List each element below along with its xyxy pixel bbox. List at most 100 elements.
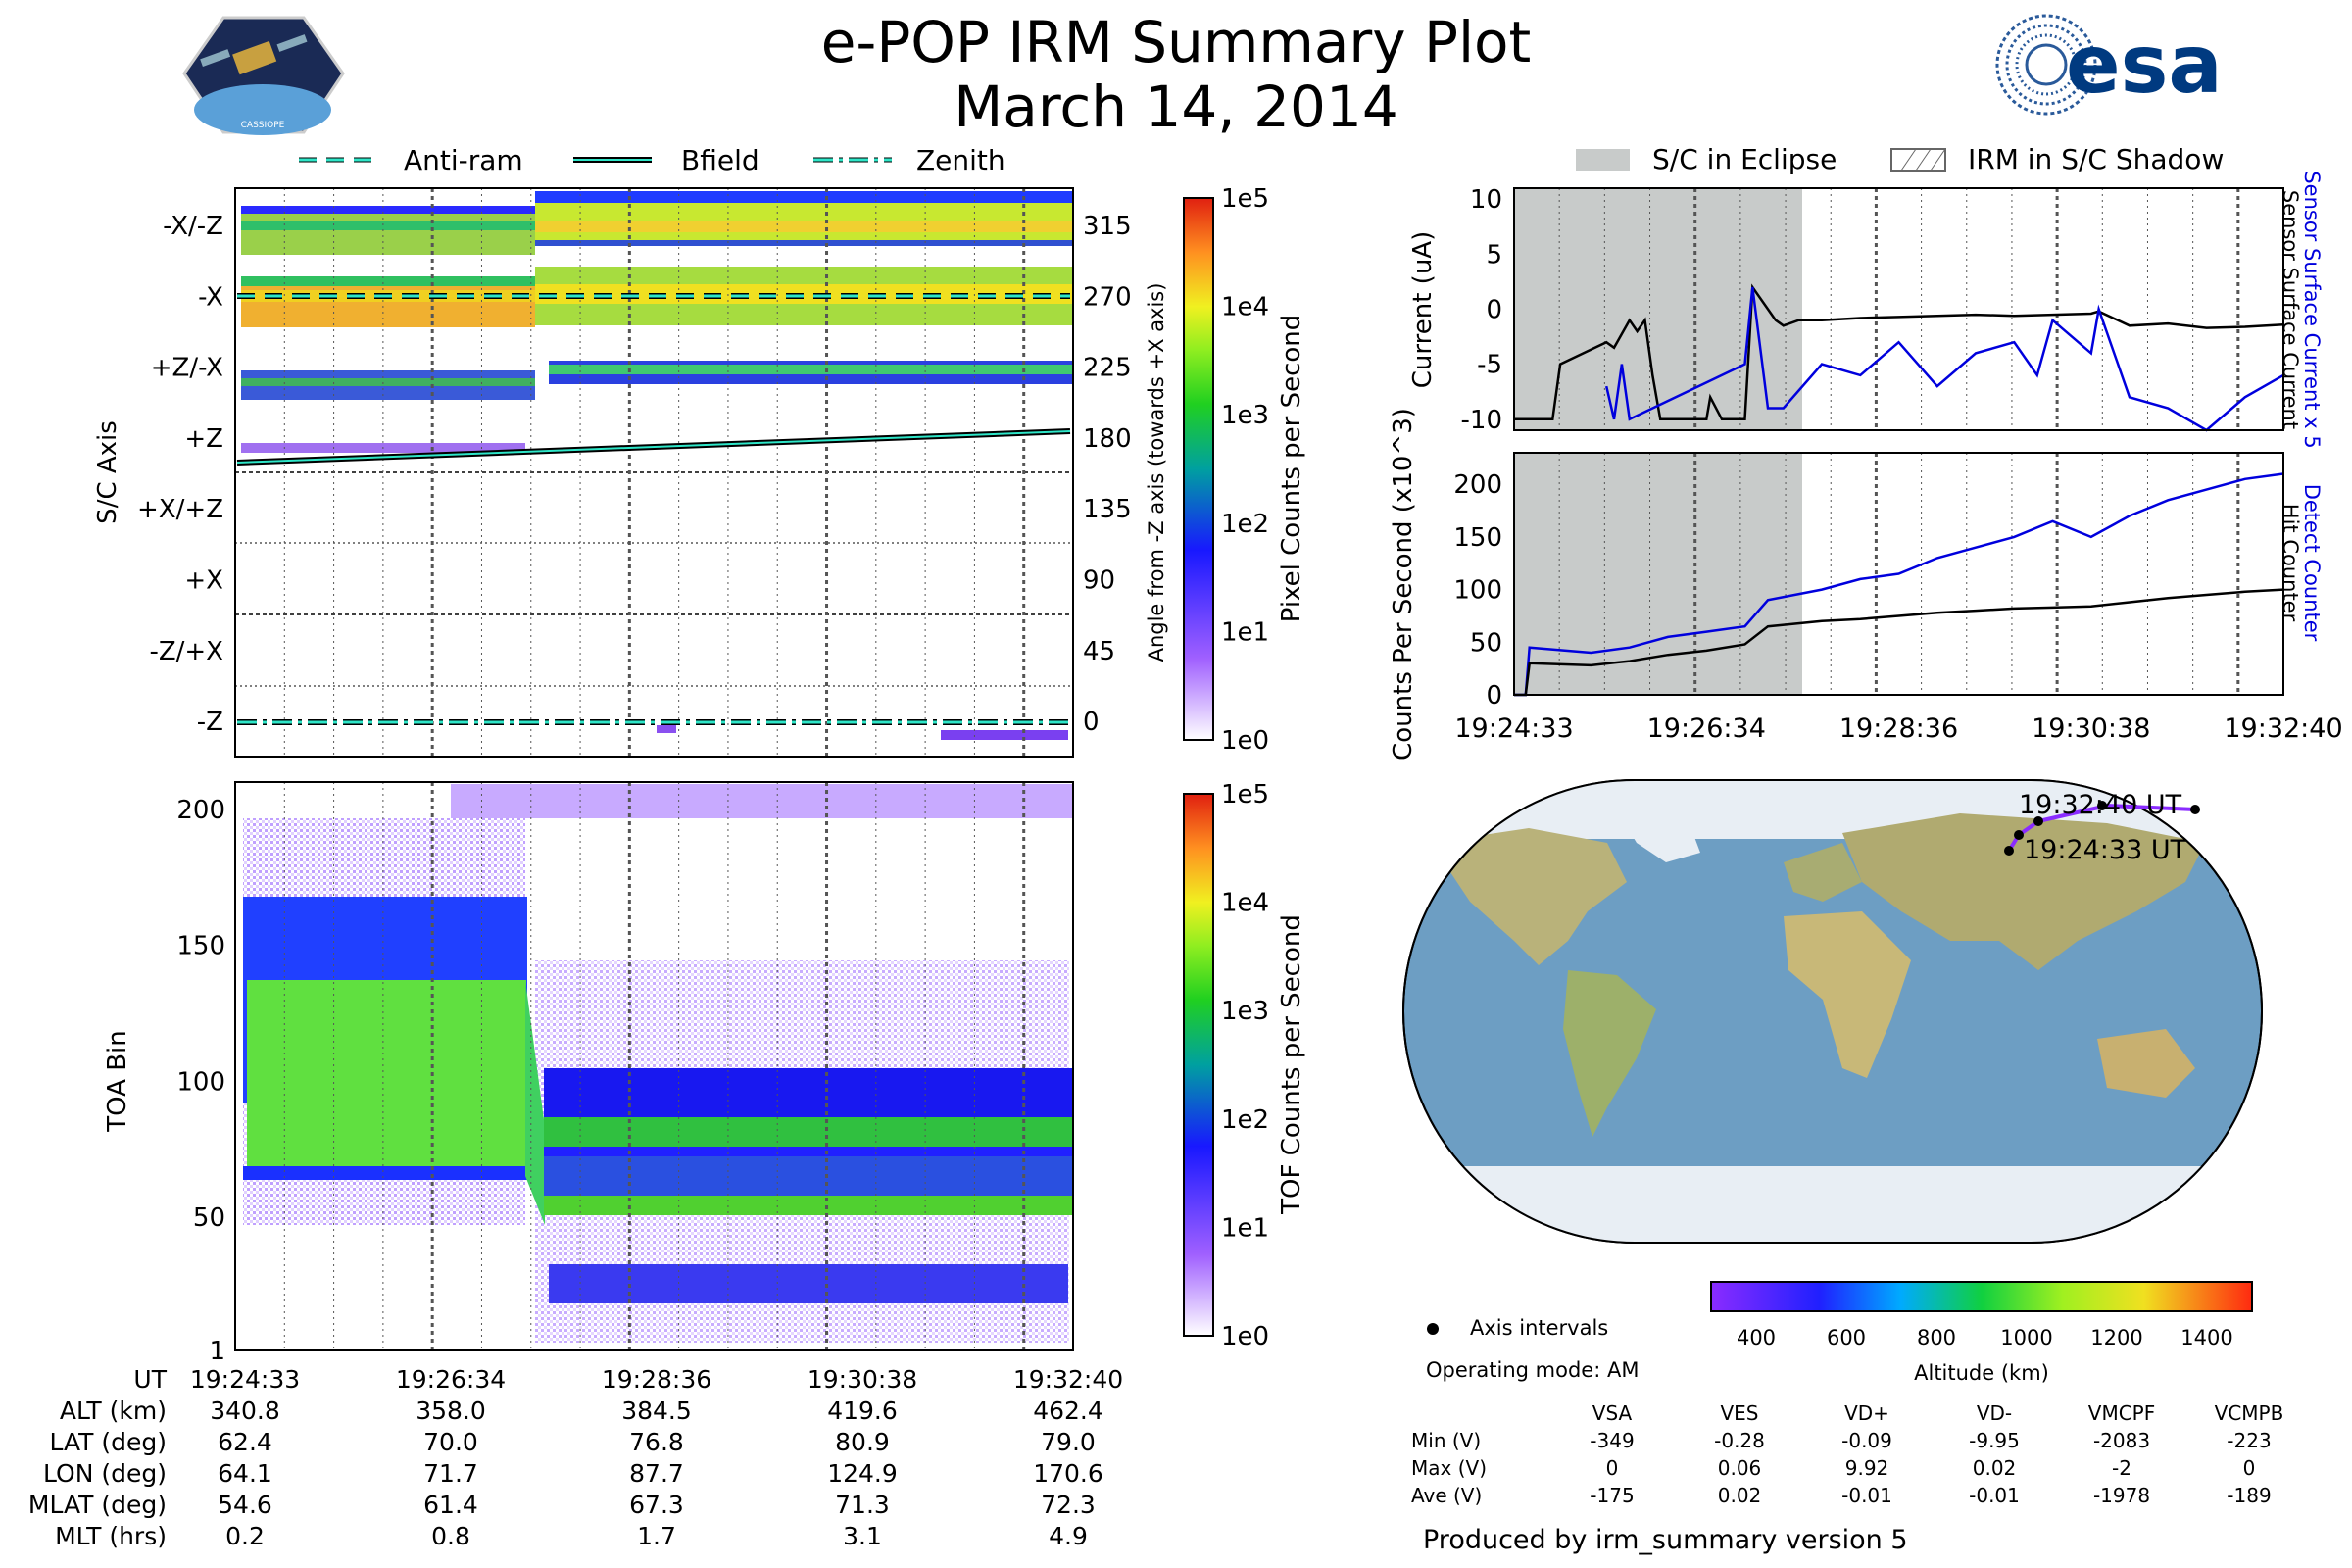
summary-row-label: MLT (hrs) [55,1522,167,1550]
orbit-summary-table: UT 19:24:33 19:26:34 19:28:36 19:30:38 19:32:… [0,1365,1176,1561]
voltage-row-ave: Ave (V) -175 0.02 -0.01 -0.01 -1978 -189 [1411,1482,2313,1509]
colorbar-tick-label: 1e2 [1221,510,1269,539]
current-ylabel: Current (uA) [1408,231,1438,388]
voltage-cell: 0.02 [1717,1484,1762,1507]
summary-cell: 384.5 [621,1396,692,1425]
summary-row-label: LON (deg) [43,1459,167,1488]
colorbar-tick-label: 1e0 [1221,726,1269,756]
counts-right-label-black: Hit Counter [2278,504,2302,622]
colorbar-tick-label: 1e0 [1221,1322,1269,1351]
summary-cell: 71.3 [835,1491,890,1519]
altitude-tick-label: 800 [1917,1326,1956,1349]
pixel-colorbar [1183,197,1214,741]
legend-eclipse: S/C in Eclipse [1652,143,1837,175]
cassiope-logo-label: CASSIOPE [241,121,285,130]
summary-row-label: LAT (deg) [49,1428,167,1456]
tof-colorbar-ticks: 1e5 1e4 1e3 1e2 1e1 1e0 [1221,780,1269,1351]
colorbar-tick-label: 1e5 [1221,184,1269,214]
voltage-cell: -189 [2227,1484,2272,1507]
summary-cell: 419.6 [827,1396,898,1425]
colorbar-tick-label: 1e1 [1221,617,1269,647]
summary-cell: 76.8 [629,1428,684,1456]
voltage-cell: -349 [1590,1429,1635,1452]
summary-cell: 0.8 [431,1522,470,1550]
summary-cell: 62.4 [218,1428,272,1456]
pixel-ylabel-right: Angle from -Z axis (towards +X axis) [1145,283,1168,662]
map-asia [1842,813,2205,970]
pixel-y-right-tick-label: 225 [1083,354,1132,383]
line-y-tick-label: 150 [1453,523,1502,553]
counts-y-axis: 200 150 100 50 0 [1453,470,1502,710]
summary-cell: 170.6 [1033,1459,1103,1488]
cassiope-logo: CASSIOPE [182,16,345,135]
x-tick-label: 19:32:40 [2224,713,2342,744]
track-end-label: 19:32:40 UT [2019,790,2182,820]
current-right-label-blue: Sensor Surface Current x 5 [2300,171,2324,448]
voltage-cell: -175 [1590,1484,1635,1507]
summary-cell: 4.9 [1049,1522,1088,1550]
pixel-colorbar-label: Pixel Counts per Second [1277,315,1306,623]
pixel-y-tick-label: -X [198,282,223,312]
voltage-row-label: Ave (V) [1411,1484,1483,1507]
map-south-america [1563,970,1656,1137]
tof-y-tick-label: 150 [176,932,225,961]
voltage-cell: -2083 [2092,1429,2151,1452]
pixel-y-tick-label: +X/+Z [137,495,223,524]
legend-eclipse-swatch [1576,149,1630,171]
colorbar-tick-label: 1e5 [1221,780,1269,809]
counts-series-black [1514,588,2284,697]
altitude-colorbar-ticks: 400 600 800 1000 1200 1400 [1737,1326,2233,1349]
voltage-row-max: Max (V) 0 0.06 9.92 0.02 -2 0 [1411,1454,2313,1482]
pixel-y-right-tick-label: 315 [1083,212,1132,241]
colorbar-tick-label: 1e1 [1221,1213,1269,1243]
x-tick-label: 19:26:34 [1647,713,1766,744]
voltage-cell: -223 [2227,1429,2272,1452]
current-y-axis: 10 5 0 -5 -10 [1461,185,1502,435]
colorbar-tick-label: 1e4 [1221,889,1269,918]
esa-logo-text: esa [2066,19,2223,112]
altitude-colorbar-label: Altitude (km) [1914,1361,2049,1385]
axis-interval-dot [2190,805,2200,814]
colorbar-tick-label: 1e4 [1221,293,1269,322]
pixel-y-tick-label: +Z/-X [151,354,223,383]
voltage-row-label: Min (V) [1411,1429,1482,1452]
summary-cell: 54.6 [218,1491,272,1519]
current-panel [1513,187,2284,432]
voltage-col-vdp: VD+ [1844,1401,1889,1425]
altitude-tick-label: 1200 [2090,1326,2142,1349]
legend-top-left: Anti-ram Bfield Zenith [299,144,1005,176]
voltage-col-vcmpb: VCMPB [2214,1401,2284,1425]
counts-ylabel: Counts Per Second (x10^3) [1389,408,1418,760]
counts-panel [1513,452,2284,697]
line-y-tick-label: 5 [1486,240,1502,270]
pixel-band-top-late [535,191,1073,203]
map-africa [1784,911,1911,1078]
counts-right-label-blue: Detect Counter [2300,484,2324,642]
line-y-tick-label: 200 [1453,470,1502,500]
line-y-tick-label: 100 [1453,576,1502,606]
voltage-cell: 0 [1605,1456,1619,1480]
altitude-tick-label: 1000 [2000,1326,2052,1349]
summary-cell: 1.7 [637,1522,676,1550]
pixel-y-right-tick-label: 45 [1083,637,1115,666]
voltage-cell: -1978 [2092,1484,2151,1507]
map-europe [1784,843,1862,902]
pixel-y-right-tick-label: 270 [1083,282,1132,312]
counts-eclipse-region [1514,453,1802,695]
counts-series-blue [1514,472,2284,697]
colorbar-tick-label: 1e3 [1221,997,1269,1026]
page-date: March 14, 2014 [954,74,1398,140]
voltage-cell: 0.02 [1972,1456,2017,1480]
summary-cell: 19:32:40 [1012,1365,1124,1394]
legend-anti-ram: Anti-ram [404,144,523,176]
tof-y-tick-label: 1 [209,1337,225,1366]
pixel-y-right-tick-label: 180 [1083,424,1132,454]
pixel-y-right-tick-label: 0 [1083,708,1100,737]
axis-interval-dot [2014,830,2024,840]
legend-top-right: S/C in Eclipse IRM in S/C Shadow [1576,143,2224,175]
voltage-row-min: Min (V) -349 -0.28 -0.09 -9.95 -2083 -22… [1411,1427,2313,1454]
voltage-col-ves: VES [1720,1401,1759,1425]
altitude-colorbar [1710,1281,2253,1312]
tof-ylabel: TOA Bin [103,1030,132,1132]
pixel-y-tick-label: -Z [197,708,223,737]
